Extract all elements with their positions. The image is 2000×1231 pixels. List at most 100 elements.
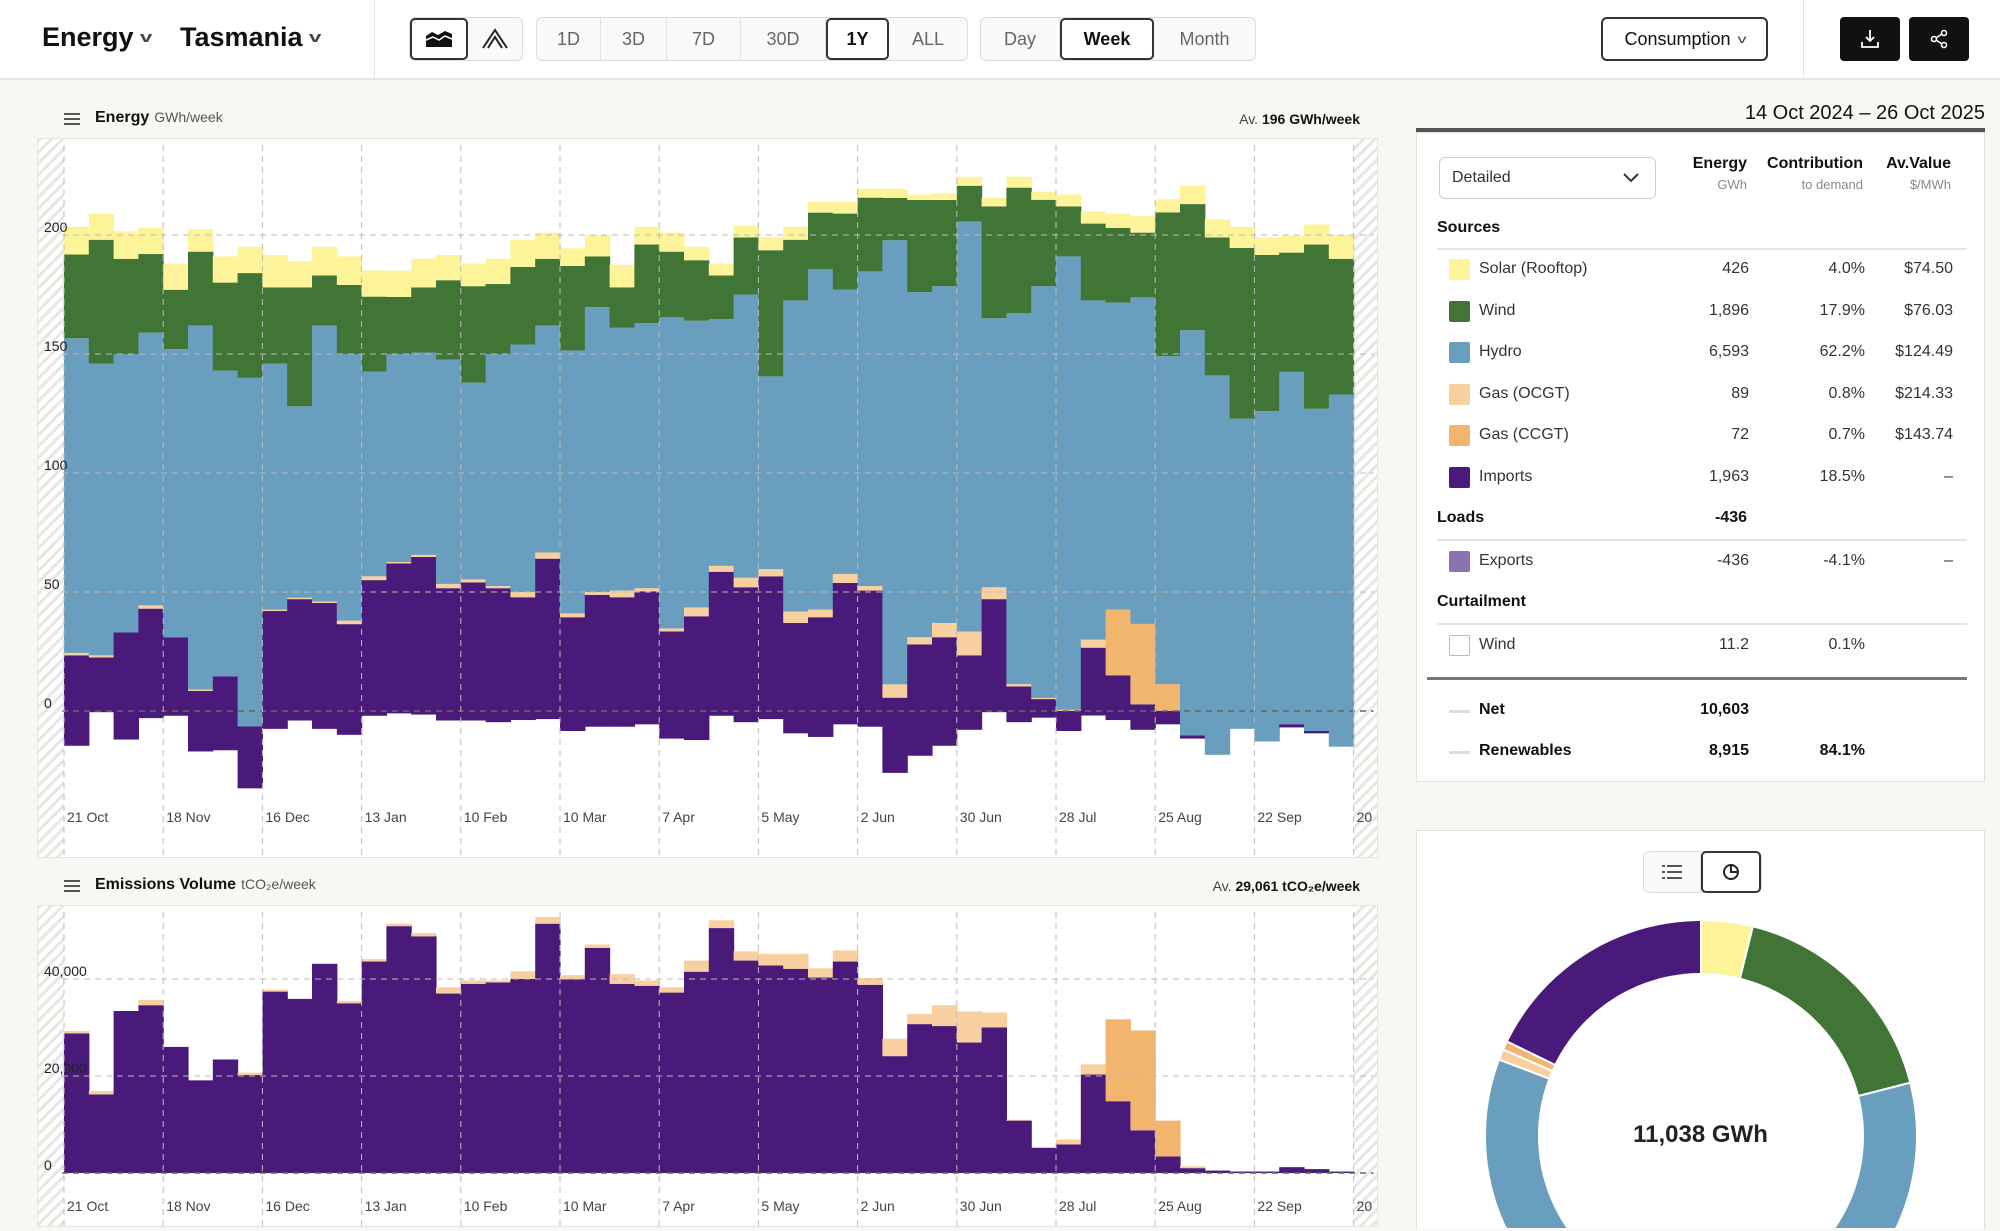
- bar-imports: [882, 697, 908, 711]
- bar-wind: [188, 251, 214, 326]
- row-name: Gas (CCGT): [1479, 426, 1569, 443]
- line-chart-button[interactable]: [468, 18, 522, 60]
- hydro-swatch-icon[interactable]: [1449, 342, 1470, 363]
- x-tick-label: 21 Oct: [67, 809, 108, 825]
- bar-gas-ocgt: [659, 987, 685, 993]
- emissions-chart-svg[interactable]: 0 20,000 40,000 21 Oct 18 Nov 16 Dec 13 Jan 10 …: [38, 906, 1377, 1226]
- range-1y[interactable]: 1Y: [826, 18, 889, 60]
- share-button[interactable]: [1909, 17, 1969, 61]
- emissions-chart-title: Emissions Volume tCO₂e/week: [95, 876, 316, 894]
- bar-hydro: [1180, 330, 1206, 711]
- bar-solar-rooftop: [88, 213, 115, 240]
- bar-exports: [832, 711, 859, 725]
- table-row[interactable]: Wind 11.2 0.1%: [1417, 631, 1986, 661]
- imports-swatch-icon[interactable]: [1449, 467, 1470, 488]
- row-energy: 426: [1722, 260, 1749, 277]
- energy-chart[interactable]: 0 50 100 150 200 21 Oct 18 Nov 16 Dec 13 Jan 10 F…: [37, 138, 1378, 858]
- bar-gas-ocgt: [783, 611, 809, 623]
- column-label: Energy: [1692, 155, 1747, 172]
- solar-swatch-icon[interactable]: [1449, 259, 1470, 280]
- bar-exports: [436, 711, 462, 721]
- gas-ocgt-swatch-icon[interactable]: [1449, 384, 1470, 405]
- bar-exports: [857, 711, 883, 727]
- bar-hydro-pumping: [1328, 711, 1355, 747]
- bar-gas-ocgt: [783, 953, 809, 969]
- curtailment-checkbox[interactable]: [1449, 635, 1470, 656]
- bar-hydro: [1130, 297, 1156, 624]
- bar-imports: [386, 563, 412, 711]
- table-row[interactable]: Gas (CCGT) 72 0.7% $143.74: [1417, 421, 1986, 451]
- column-energy: Energy GWh: [1693, 155, 1747, 192]
- emissions-title: Emissions Volume: [95, 876, 237, 893]
- range-7d[interactable]: 7D: [667, 18, 741, 60]
- row-energy: -436: [1716, 552, 1749, 569]
- table-row[interactable]: Gas (OCGT) 89 0.8% $214.33: [1417, 380, 1986, 410]
- range-all[interactable]: ALL: [911, 28, 945, 49]
- interval-month[interactable]: Month: [1179, 28, 1230, 49]
- region-selector[interactable]: Tasmania v: [180, 22, 321, 53]
- bar-gas-ocgt: [907, 1013, 933, 1025]
- bar-imports: [436, 993, 462, 1173]
- table-row[interactable]: Hydro 6,593 62.2% $124.49: [1417, 338, 1986, 368]
- bar-solar-rooftop: [287, 261, 313, 288]
- table-row[interactable]: Imports 1,963 18.5% –: [1417, 463, 1986, 493]
- consumption-dropdown[interactable]: Consumption v: [1601, 17, 1768, 61]
- bar-wind: [1031, 199, 1057, 287]
- bar-solar-rooftop: [634, 226, 660, 245]
- bar-imports: [907, 1024, 933, 1173]
- divider: [374, 0, 375, 80]
- range-30d[interactable]: 30D: [741, 18, 826, 60]
- area-chart-button[interactable]: [410, 18, 468, 60]
- range-3d[interactable]: 3D: [601, 18, 667, 60]
- bar-solar-rooftop: [188, 229, 214, 252]
- donut-view-button[interactable]: [1701, 851, 1761, 893]
- energy-chart-svg[interactable]: 0 50 100 150 200 21 Oct 18 Nov 16 Dec 13 Jan 10 F…: [38, 139, 1377, 857]
- metric-selector[interactable]: Energy v: [42, 22, 152, 53]
- wind-swatch-icon[interactable]: [1449, 301, 1470, 322]
- x-tick-label: 10 Feb: [464, 809, 508, 825]
- bar-gas-ocgt: [262, 609, 288, 612]
- bar-imports: [163, 637, 189, 711]
- bar-solar-rooftop: [1204, 219, 1231, 238]
- chart-menu-icon[interactable]: [64, 113, 80, 125]
- bar-wind: [584, 256, 611, 308]
- bar-imports: [138, 608, 164, 711]
- gas-ccgt-swatch-icon[interactable]: [1449, 425, 1470, 446]
- row-av-value: $214.33: [1895, 385, 1953, 402]
- bar-exports: [312, 711, 338, 729]
- interval-day[interactable]: Day: [981, 18, 1060, 60]
- table-row[interactable]: Solar (Rooftop) 426 4.0% $74.50: [1417, 255, 1986, 285]
- interval-week[interactable]: Week: [1060, 18, 1154, 60]
- emissions-chart[interactable]: 0 20,000 40,000 21 Oct 18 Nov 16 Dec 13 Jan 10 …: [37, 905, 1378, 1227]
- bar-hydro: [535, 325, 561, 553]
- column-unit: GWh: [1717, 177, 1747, 192]
- x-tick-label: 10 Mar: [563, 809, 607, 825]
- bar-gas-ocgt: [560, 975, 586, 980]
- bar-imports: [634, 591, 660, 711]
- bar-hydro: [237, 377, 263, 711]
- bar-imports: [485, 982, 511, 1173]
- bar-solar-rooftop: [262, 254, 288, 288]
- donut-slice-wind: [1738, 925, 1912, 1098]
- list-view-button[interactable]: [1644, 852, 1701, 892]
- chart-menu-icon[interactable]: [64, 880, 80, 892]
- bar-imports: [733, 960, 759, 1173]
- donut-panel: 11,038 GWh: [1416, 830, 1985, 1229]
- table-row[interactable]: Exports -436 -4.1% –: [1417, 547, 1986, 577]
- bar-wind: [361, 296, 387, 372]
- range-1d[interactable]: 1D: [537, 18, 601, 60]
- bar-solar-rooftop: [733, 225, 759, 238]
- row-contribution: 0.1%: [1828, 636, 1865, 653]
- bar-wind: [609, 287, 635, 328]
- x-tick-label: 30 Jun: [960, 1198, 1002, 1214]
- y-tick-label: 200: [44, 219, 68, 235]
- bar-hydro: [733, 294, 759, 578]
- bar-solar-rooftop: [1279, 235, 1305, 253]
- bar-gas-ocgt: [708, 920, 735, 929]
- bar-hydro: [262, 363, 288, 610]
- exports-swatch-icon[interactable]: [1449, 551, 1470, 572]
- bar-imports: [1105, 1101, 1131, 1173]
- download-button[interactable]: [1840, 17, 1900, 61]
- table-row[interactable]: Wind 1,896 17.9% $76.03: [1417, 297, 1986, 327]
- view-select[interactable]: Detailed: [1439, 157, 1656, 199]
